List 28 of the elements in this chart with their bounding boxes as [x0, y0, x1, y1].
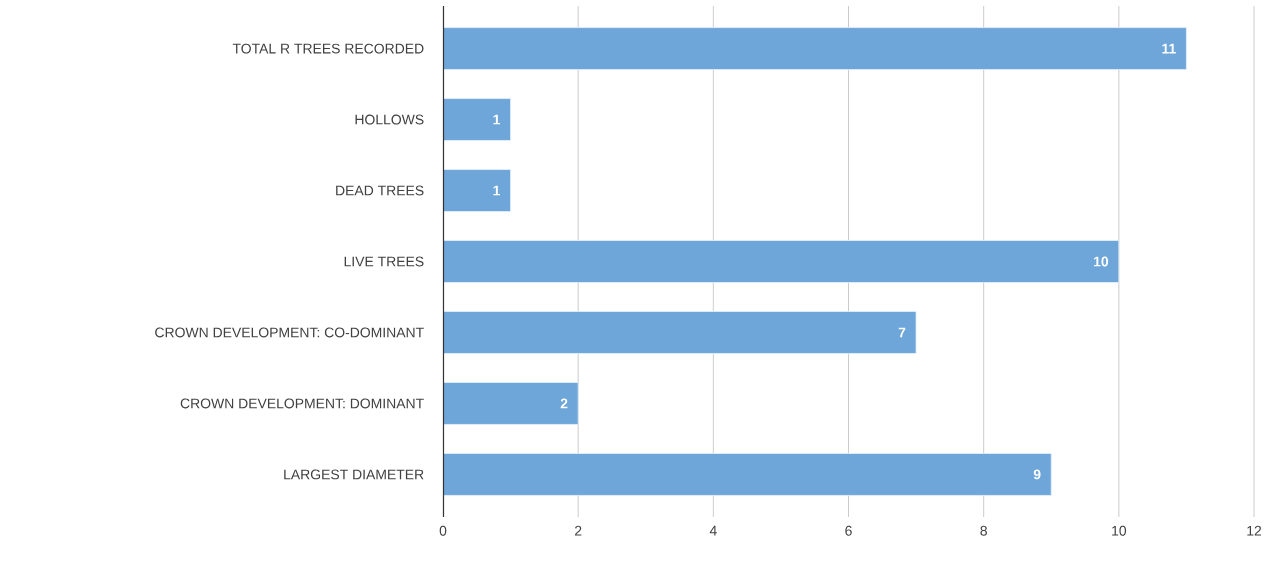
y-tick-label: HOLLOWS: [355, 114, 424, 125]
bar: [443, 169, 511, 212]
data-label: 9: [1033, 469, 1041, 480]
bar: [443, 311, 917, 354]
x-tick-label: 8: [980, 525, 987, 536]
x-tick-label: 0: [439, 525, 447, 536]
data-label: 10: [1094, 256, 1109, 267]
data-label: 1: [493, 185, 501, 196]
y-tick-label: LIVE TREES: [344, 256, 424, 267]
data-label: 7: [898, 327, 906, 338]
data-label: 2: [560, 398, 568, 409]
data-label: 1: [493, 114, 501, 125]
x-tick-label: 10: [1112, 525, 1127, 536]
y-tick-label: LARGEST DIAMETER: [284, 469, 424, 480]
bar: [443, 98, 511, 141]
bar: [443, 453, 1052, 496]
y-tick-label: CROWN DEVELOPMENT: CO-DOMINANT: [155, 327, 424, 338]
x-tick-label: 2: [575, 525, 582, 536]
x-tick-label: 12: [1247, 525, 1262, 536]
y-tick-label: CROWN DEVELOPMENT: DOMINANT: [180, 398, 424, 409]
x-tick-label: 6: [845, 525, 852, 536]
data-label: 11: [1162, 43, 1176, 54]
bar: [443, 27, 1187, 70]
bar: [443, 382, 579, 425]
y-tick-label: TOTAL R TREES RECORDED: [232, 43, 424, 54]
x-tick-label: 4: [709, 525, 717, 536]
bar: [443, 240, 1120, 283]
y-tick-label: DEAD TREES: [336, 185, 424, 196]
